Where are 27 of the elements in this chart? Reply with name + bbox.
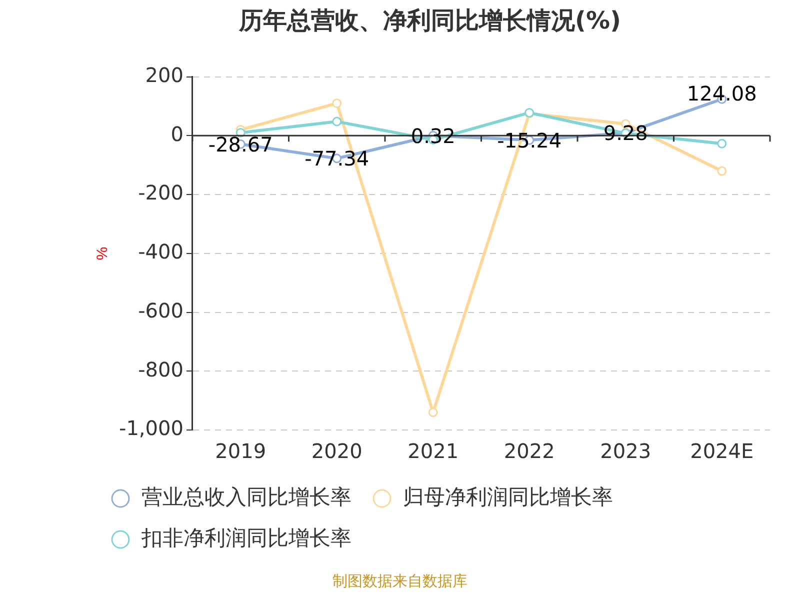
y-axis-title: % bbox=[94, 246, 112, 260]
x-tick-label: 2023 bbox=[600, 439, 652, 464]
data-label: -28.67 bbox=[208, 132, 273, 156]
y-tick-label: -600 bbox=[138, 298, 184, 322]
point bbox=[332, 116, 342, 126]
data-label: -77.34 bbox=[304, 146, 370, 171]
y-tick-label: -800 bbox=[138, 357, 184, 382]
legend-label: 营业总收入同比增长率 bbox=[142, 484, 352, 509]
point bbox=[428, 408, 438, 418]
y-tick-label: 200 bbox=[145, 63, 184, 88]
y-tick-label: -1,000 bbox=[118, 416, 184, 440]
chart-title: 历年总营收、净利同比增长情况(%) bbox=[238, 6, 621, 35]
x-tick-label: 2022 bbox=[504, 439, 555, 464]
y-tick-label: -400 bbox=[138, 240, 184, 264]
y-tick-label: -200 bbox=[138, 180, 184, 205]
point bbox=[717, 138, 727, 148]
x-tick-label: 2019 bbox=[215, 439, 266, 464]
point bbox=[332, 98, 342, 108]
legend-label: 扣非净利润同比增长率 bbox=[140, 526, 352, 550]
text: 制图数据来自数据库 bbox=[332, 572, 468, 591]
x-tick-label: 2021 bbox=[408, 439, 459, 464]
x-tick-label: 2024E bbox=[690, 439, 754, 464]
data-label: 124.08 bbox=[686, 81, 757, 106]
point bbox=[717, 166, 727, 176]
y-tick-label: 0 bbox=[170, 122, 184, 146]
x-tick-label: 2020 bbox=[311, 439, 362, 464]
legend-label: 归母净利润同比增长率 bbox=[403, 484, 613, 509]
